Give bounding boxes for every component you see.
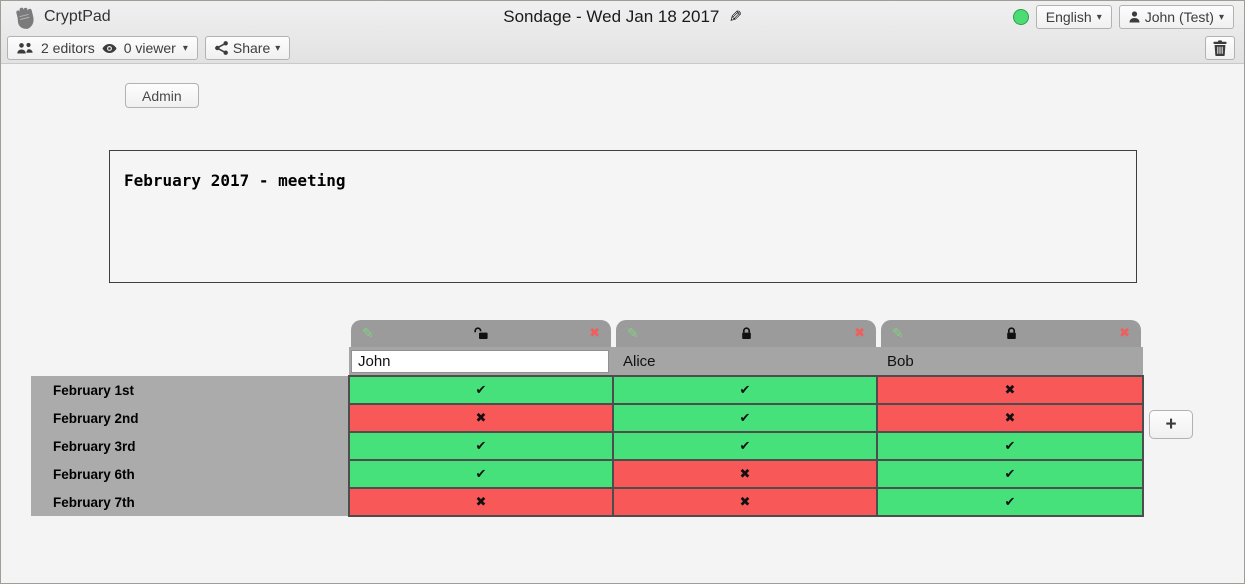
poll-description-textarea[interactable] [109, 150, 1137, 283]
share-label: Share [232, 40, 271, 56]
vote-cell-no[interactable]: ✖ [348, 403, 614, 433]
trash-button[interactable] [1205, 36, 1235, 60]
vote-cell-yes[interactable]: ✔ [612, 375, 878, 405]
column-name-input[interactable] [351, 349, 609, 373]
language-label: English [1045, 9, 1092, 25]
row-label: February 7th [31, 488, 349, 516]
column-tabs-row: ✎ ✖ ✎ ✖ ✎ ✖ [351, 320, 1211, 347]
vote-cell-yes[interactable]: ✔ [348, 459, 614, 489]
column-edit-pencil-icon[interactable]: ✎ [627, 325, 639, 342]
title-bar: CryptPad Sondage - Wed Jan 18 2017 ✎ Eng… [1, 1, 1244, 33]
user-icon [1129, 11, 1140, 23]
window-chrome: CryptPad Sondage - Wed Jan 18 2017 ✎ Eng… [1, 1, 1244, 64]
chevron-down-icon: ▾ [275, 42, 281, 54]
poll-row: February 1st ✔ ✔ ✖ [31, 375, 1144, 405]
trash-icon [1213, 40, 1227, 56]
row-label: February 3rd [31, 432, 349, 460]
connection-status-indicator [1012, 9, 1029, 25]
column-names-row: Alice Bob [349, 347, 1143, 375]
document-title: Sondage - Wed Jan 18 2017 ✎ [503, 7, 742, 27]
vote-cell-yes[interactable]: ✔ [876, 431, 1144, 461]
column-name-cell [349, 349, 613, 373]
vote-cell-yes[interactable]: ✔ [348, 375, 614, 405]
cryptpad-fist-logo-icon [11, 4, 36, 31]
column-tab-alice: ✎ ✖ [616, 320, 876, 347]
column-unlock-icon[interactable] [474, 327, 489, 340]
column-edit-pencil-icon[interactable]: ✎ [892, 325, 904, 342]
document-title-text: Sondage - Wed Jan 18 2017 [503, 7, 720, 26]
poll-row: February 7th ✖ ✖ ✔ [31, 487, 1144, 517]
titlebar-right-controls: English ▾ John (Test) ▾ [1012, 5, 1234, 29]
toolbar: 2 editors 0 viewer ▾ Share [1, 33, 1244, 64]
column-tab-john: ✎ ✖ [351, 320, 611, 347]
column-lock-icon[interactable] [740, 327, 753, 340]
vote-cell-yes[interactable]: ✔ [612, 403, 878, 433]
column-remove-icon[interactable]: ✖ [589, 326, 600, 341]
share-icon [214, 41, 228, 55]
viewers-count-label: 0 viewer [123, 40, 176, 56]
column-remove-icon[interactable]: ✖ [854, 326, 865, 341]
poll-row: February 6th ✔ ✖ ✔ [31, 459, 1144, 489]
vote-cell-yes[interactable]: ✔ [876, 487, 1144, 517]
user-label: John (Test) [1144, 9, 1214, 25]
column-tab-bob: ✎ ✖ [881, 320, 1141, 347]
chevron-down-icon: ▾ [1218, 11, 1224, 23]
column-remove-icon[interactable]: ✖ [1119, 326, 1130, 341]
vote-cell-no[interactable]: ✖ [612, 487, 878, 517]
vote-cell-no[interactable]: ✖ [612, 459, 878, 489]
row-label: February 2nd [31, 404, 349, 432]
column-lock-icon[interactable] [1005, 327, 1018, 340]
row-label: February 6th [31, 460, 349, 488]
poll-grid: February 1st ✔ ✔ ✖ February 2nd ✖ ✔ ✖ February 3… [31, 375, 1144, 517]
column-edit-pencil-icon[interactable]: ✎ [362, 325, 374, 342]
user-menu-dropdown[interactable]: John (Test) ▾ [1118, 5, 1234, 29]
vote-cell-yes[interactable]: ✔ [876, 459, 1144, 489]
brand[interactable]: CryptPad [11, 4, 111, 31]
add-column-button[interactable]: + [1149, 410, 1193, 439]
vote-cell-yes[interactable]: ✔ [348, 431, 614, 461]
vote-cell-no[interactable]: ✖ [876, 375, 1144, 405]
vote-cell-yes[interactable]: ✔ [612, 431, 878, 461]
editors-count-label: 2 editors [41, 40, 95, 56]
row-label: February 1st [31, 376, 349, 404]
share-button[interactable]: Share ▾ [204, 36, 291, 60]
eye-icon [102, 43, 117, 54]
editors-viewers-dropdown[interactable]: 2 editors 0 viewer ▾ [7, 36, 198, 60]
vote-cell-no[interactable]: ✖ [876, 403, 1144, 433]
brand-name: CryptPad [44, 8, 111, 25]
users-icon [17, 42, 34, 55]
column-name-cell: Alice [623, 352, 656, 370]
chevron-down-icon: ▾ [182, 42, 188, 54]
chevron-down-icon: ▾ [1096, 11, 1102, 23]
language-dropdown[interactable]: English ▾ [1035, 5, 1112, 29]
admin-button[interactable]: Admin [125, 83, 199, 108]
poll-row: February 2nd ✖ ✔ ✖ [31, 403, 1144, 433]
column-name-cell: Bob [887, 352, 914, 370]
poll-row: February 3rd ✔ ✔ ✔ [31, 431, 1144, 461]
vote-cell-no[interactable]: ✖ [348, 487, 614, 517]
edit-title-pencil-icon[interactable]: ✎ [728, 9, 742, 26]
